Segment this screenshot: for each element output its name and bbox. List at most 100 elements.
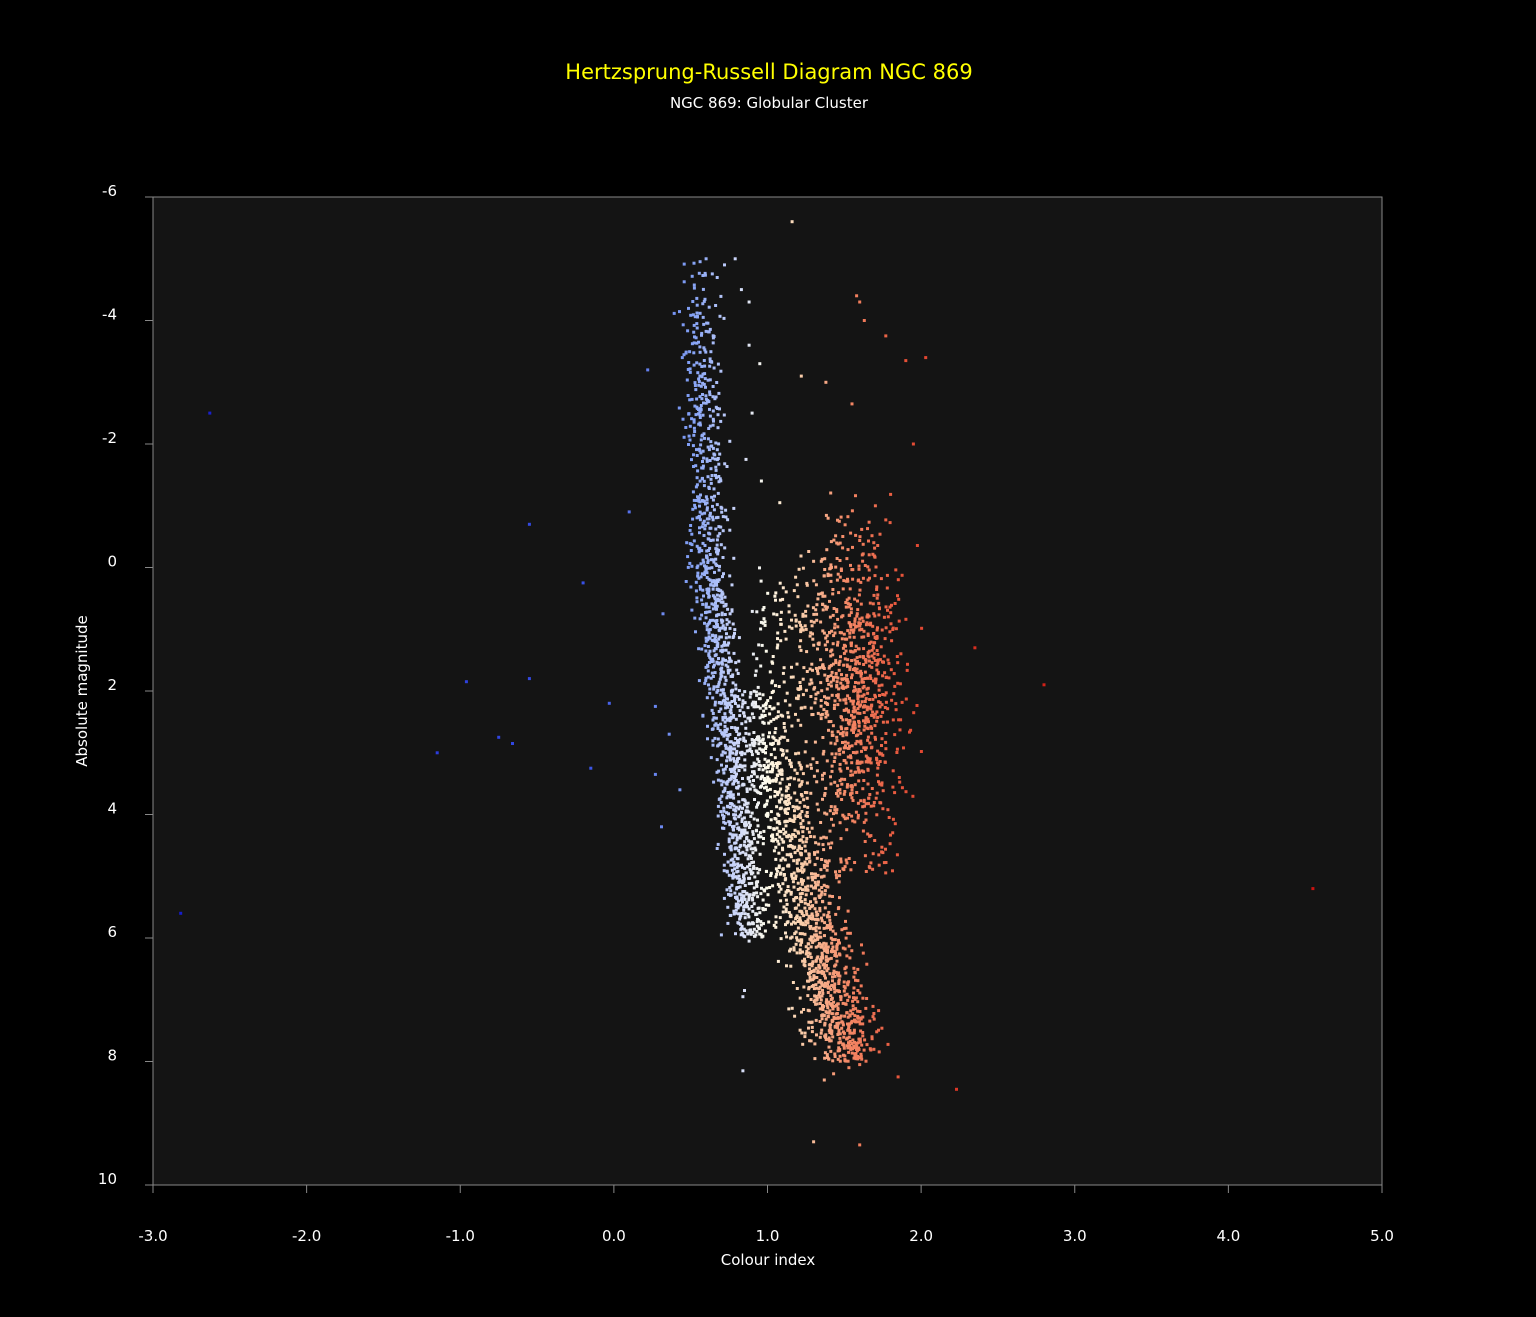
star-point [823,1051,827,1055]
star-point [748,719,752,723]
star-point [876,766,880,770]
star-point [714,304,718,307]
star-point [702,484,706,488]
star-point [831,678,835,682]
star-point [752,716,756,719]
star-point [830,948,834,951]
star-point [799,623,803,627]
star-point [707,531,711,535]
star-point [821,663,825,667]
star-point [870,534,874,538]
star-point [734,875,738,879]
star-point [775,764,779,767]
plot-background [152,196,1383,1186]
star-point [866,686,870,690]
star-point [847,1035,851,1039]
star-point [875,773,879,777]
star-point [843,1058,847,1062]
star-point [820,953,824,957]
star-point [705,459,709,463]
star-point [773,817,777,820]
star-point [850,641,853,645]
star-point [816,711,820,715]
star-point [876,544,880,547]
star-point [701,449,705,453]
star-point [881,789,885,793]
star-point [865,615,869,619]
star-point [856,1055,860,1058]
star-point [803,901,807,905]
star-point [856,599,859,603]
star-point [803,705,807,709]
star-point [737,864,740,868]
star-point [884,605,888,609]
star-point [835,1003,838,1007]
star-point [865,708,869,712]
star-point [705,624,709,628]
star-point [849,607,853,611]
star-point [827,910,831,914]
star-point [825,548,829,552]
star-point [759,920,763,924]
star-point [854,810,858,814]
star-point [734,752,738,756]
star-point [698,416,702,419]
star-point [802,868,806,872]
star-point [796,888,800,891]
star-point [882,861,886,865]
star-point [784,907,788,911]
star-point [815,976,819,979]
star-point [789,855,793,859]
star-point [715,622,718,626]
star-point [751,652,755,656]
star-point [861,686,865,690]
star-point [692,539,696,543]
star-point [841,946,845,950]
star-point [845,992,849,996]
star-point [818,970,822,974]
star-point [832,538,836,542]
star-point [830,1032,834,1036]
star-point [829,573,833,577]
star-point [783,820,787,824]
star-point [857,719,861,723]
star-point [788,801,791,805]
star-point [858,628,862,632]
star-point [864,1006,868,1010]
star-point [799,723,803,727]
star-point [835,557,839,560]
star-point [702,456,706,460]
star-point [819,836,823,840]
star-point [827,728,830,732]
star-point [694,388,698,392]
star-point [798,932,802,936]
star-point [686,329,690,333]
star-point [725,759,729,763]
star-point [886,658,890,662]
star-point [779,937,783,941]
star-point [880,845,884,849]
star-point [779,899,783,903]
star-point [704,394,708,398]
star-point [731,747,735,751]
star-point [815,997,819,1001]
star-point [742,783,746,787]
star-point [823,594,827,598]
star-point [813,933,817,937]
star-point [857,768,861,772]
star-point [781,840,785,844]
star-point [838,1016,842,1020]
star-point [818,991,821,994]
star-point [797,844,801,848]
star-point [844,727,848,731]
star-point [880,703,884,707]
star-point [842,686,846,690]
star-point [756,895,760,899]
star-point [696,515,700,519]
star-point [843,523,847,527]
star-point [729,770,733,774]
star-point [701,274,705,277]
star-point [857,770,861,774]
star-point [695,596,699,600]
star-point [717,480,721,484]
